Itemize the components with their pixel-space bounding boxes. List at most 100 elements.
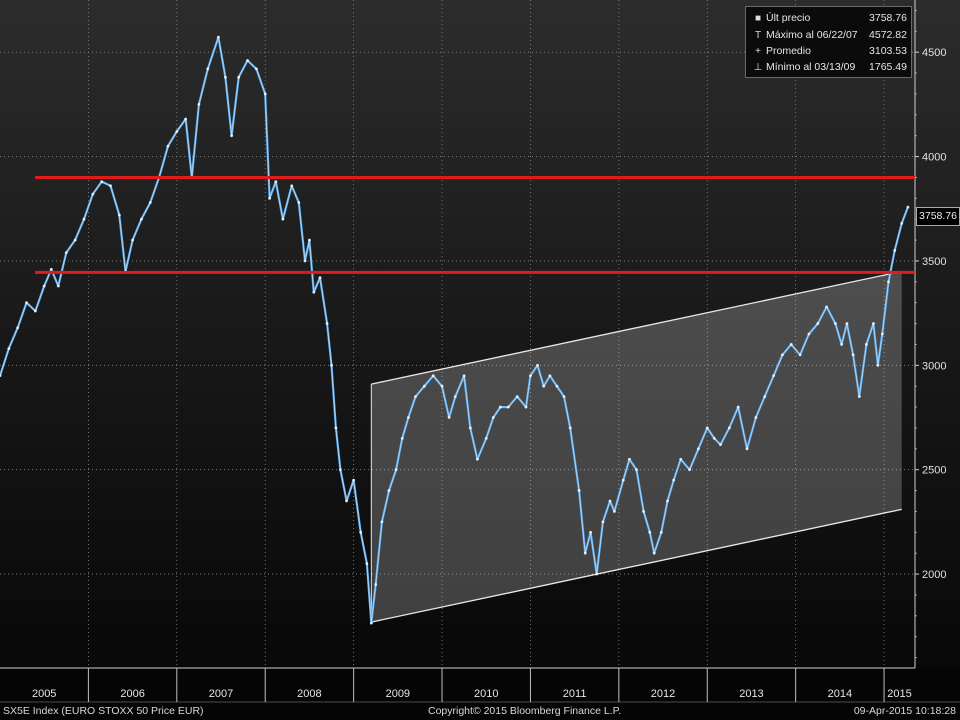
price-point [555,384,559,388]
price-point [166,144,170,148]
price-point [263,92,267,96]
price-point [745,447,749,451]
price-point [380,520,384,524]
x-axis-band [0,669,960,720]
legend-label: Últ precio [766,12,811,24]
last-price-tag: 3758.76 [916,207,960,226]
legend-value: 3103.53 [869,45,907,57]
price-point [498,405,502,409]
price-point [462,374,466,378]
price-point [524,405,528,409]
price-point [387,489,391,492]
y-tick-label: 4000 [922,152,946,164]
price-point [893,249,897,252]
price-point [816,322,820,325]
legend-marker-icon: T [754,30,762,41]
legend-label: Mínimo al 03/13/09 [766,61,856,73]
price-point [16,326,20,330]
price-point [447,416,451,419]
price-point [246,59,249,62]
price-point [845,322,849,325]
price-point [536,363,539,367]
price-point [906,205,910,209]
price-point [772,374,775,378]
price-point [548,374,552,378]
price-point [117,213,121,217]
x-tick-label: 2015 [887,688,911,700]
price-point [91,192,95,196]
price-point [542,384,546,388]
price-point [840,343,844,346]
price-point [712,436,716,440]
price-point [872,322,875,325]
price-point [589,530,592,534]
price-point [274,180,278,184]
price-point [900,221,904,225]
price-point [635,468,638,472]
price-point [431,374,435,378]
legend-marker-icon: ■ [754,13,762,24]
legend: ■ Últ precio 3758.76 T Máximo al 06/22/0… [745,6,912,78]
price-point [175,130,179,133]
price-point [303,259,307,263]
price-point [394,468,398,472]
legend-label: Máximo al 06/22/07 [766,29,858,41]
price-point [290,184,294,188]
price-point [216,35,220,39]
price-point [325,322,329,325]
price-point [206,67,210,71]
price-point [369,621,373,625]
price-point [374,583,378,586]
price-point [33,309,37,313]
price-point [475,457,479,461]
price-point [140,217,143,221]
x-tick-label: 2009 [386,688,410,700]
price-point [642,510,645,513]
price-point [491,416,495,419]
price-point [345,499,348,503]
legend-marker-icon: ⊥ [753,62,763,73]
price-point [318,276,322,280]
price-point [352,478,356,482]
price-point [484,436,488,440]
price-point [601,520,605,524]
price-point [628,457,631,461]
price-point [440,384,444,388]
price-point [308,238,311,242]
price-point [529,374,532,378]
x-tick-label: 2014 [828,688,852,700]
price-point [679,457,683,461]
price-point [577,489,581,492]
price-point [780,353,784,357]
footer-copyright: Copyright© 2015 Bloomberg Finance L.P. [428,705,622,717]
price-point [672,478,676,482]
price-point [583,551,587,555]
legend-item-min: ⊥ Mínimo al 03/13/09 1765.49 [752,59,907,76]
price-point [719,443,722,447]
price-point [281,217,285,221]
price-point [697,447,700,451]
x-tick-label: 2012 [651,688,675,700]
price-point [880,332,884,336]
price-point [789,343,793,346]
price-point [312,290,316,294]
x-tick-label: 2007 [209,688,233,700]
price-point [184,117,188,121]
y-tick-label: 2500 [922,465,946,477]
price-point [705,426,709,430]
price-point [237,75,241,79]
price-point [422,384,426,388]
price-point [42,284,46,288]
footer-index-name: SX5E Index (EURO STOXX 50 Price EUR) [3,705,204,717]
price-point [453,395,457,399]
price-point [197,102,201,106]
price-point [834,322,837,325]
price-point [506,405,510,409]
trend-channel-lower [371,508,902,623]
y-tick-label: 2000 [922,569,946,581]
x-tick-label: 2010 [474,688,498,700]
trend-channel-upper [371,270,902,385]
price-point [736,405,740,409]
